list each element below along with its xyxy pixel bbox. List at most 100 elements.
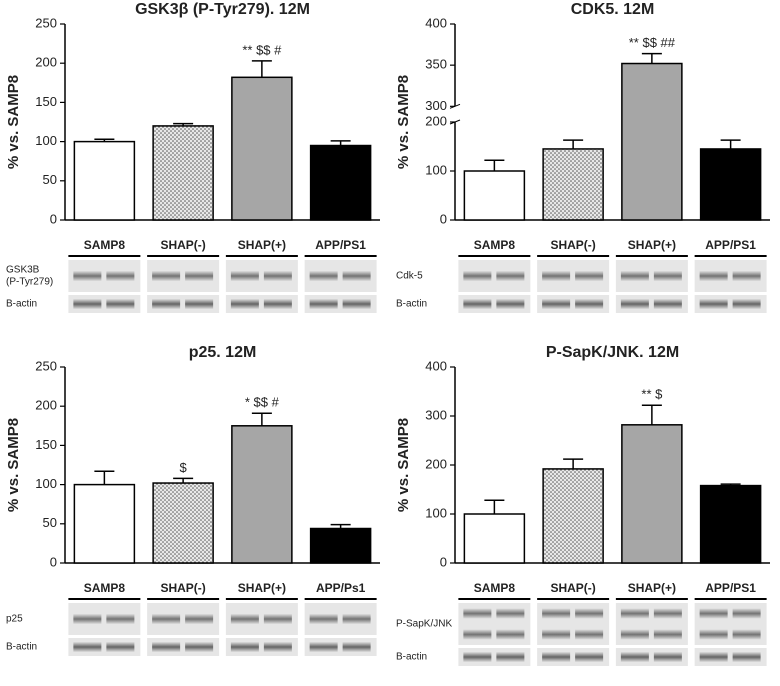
- blot-row-label: p25: [6, 614, 23, 625]
- blot-band: [342, 642, 371, 652]
- y-tick-label: 100: [35, 476, 57, 491]
- bar: [699, 148, 762, 221]
- blot-band: [542, 299, 571, 309]
- blot-band: [653, 629, 682, 640]
- bar: [542, 148, 604, 221]
- blot-band: [73, 299, 102, 309]
- blot-band: [699, 629, 728, 640]
- blot-band: [542, 652, 571, 662]
- y-axis-label: % vs. SAMP8: [5, 75, 22, 169]
- blot-group-label: SAMP8: [84, 581, 126, 595]
- blot-band: [230, 642, 259, 652]
- blot-band: [496, 652, 525, 662]
- blot-band: [699, 652, 728, 662]
- significance-label: ** $: [641, 387, 663, 402]
- bar: [152, 482, 214, 564]
- y-tick-label: 200: [35, 55, 57, 70]
- blot-band: [152, 271, 181, 281]
- blot-group-label: SHAP(+): [628, 238, 676, 252]
- bar: [621, 62, 683, 221]
- blot-band: [263, 299, 292, 309]
- bar: [463, 513, 526, 564]
- blot-band: [185, 614, 214, 624]
- blot-band: [342, 614, 371, 624]
- y-tick-label: 400: [425, 15, 447, 30]
- blot-band: [699, 271, 728, 281]
- blot-band: [263, 271, 292, 281]
- significance-label: * $$ #: [245, 395, 280, 410]
- blot-band: [309, 614, 338, 624]
- blot-band: [732, 608, 761, 619]
- blot-band: [463, 629, 492, 640]
- significance-label: $: [180, 460, 188, 475]
- blot-group-label: SHAP(+): [238, 581, 286, 595]
- blot-band: [699, 608, 728, 619]
- chart-title: GSK3β (P-Tyr279). 12M: [135, 1, 310, 18]
- blot-row-label: B-actin: [396, 652, 427, 663]
- y-tick-label: 200: [425, 456, 447, 471]
- y-tick-label: 0: [50, 554, 57, 569]
- blot-band: [152, 642, 181, 652]
- blot-band: [463, 652, 492, 662]
- blot-band: [496, 271, 525, 281]
- blot-band: [106, 271, 135, 281]
- blot-band: [575, 608, 604, 619]
- blot-group-label: SAMP8: [474, 238, 516, 252]
- y-tick-label: 250: [35, 358, 57, 373]
- y-axis-label: % vs. SAMP8: [395, 418, 412, 512]
- blot-band: [152, 614, 181, 624]
- y-axis-label: % vs. SAMP8: [395, 75, 412, 169]
- bar: [699, 484, 762, 564]
- blot-band: [620, 629, 649, 640]
- y-tick-label: 350: [425, 57, 447, 72]
- significance-label: ** $$ ##: [629, 35, 676, 50]
- blot-band: [620, 652, 649, 662]
- blot-band: [653, 299, 682, 309]
- blot-group-label: SHAP(-): [550, 581, 595, 595]
- blot-group-label: APP/PS1: [705, 581, 756, 595]
- blot-group-label: APP/PS1: [315, 238, 366, 252]
- y-tick-label: 150: [35, 437, 57, 452]
- blot-row-label: Cdk-5: [396, 271, 423, 282]
- y-axis-label: % vs. SAMP8: [5, 418, 22, 512]
- blot-group-label: SHAP(+): [238, 238, 286, 252]
- bar: [621, 424, 683, 564]
- blot-band: [230, 299, 259, 309]
- bar: [309, 527, 372, 564]
- blot-band: [732, 629, 761, 640]
- y-tick-label: 100: [425, 162, 447, 177]
- blot-group-label: SHAP(-): [160, 238, 205, 252]
- y-tick-label: 150: [35, 94, 57, 109]
- blot-band: [230, 271, 259, 281]
- blot-band: [620, 271, 649, 281]
- y-tick-label: 300: [425, 407, 447, 422]
- blot-band: [309, 271, 338, 281]
- blot-band: [73, 271, 102, 281]
- y-tick-label: 400: [425, 358, 447, 373]
- bar: [73, 140, 136, 221]
- blot-group-label: SHAP(+): [628, 581, 676, 595]
- y-tick-label: 50: [43, 172, 57, 187]
- blot-band: [106, 642, 135, 652]
- blot-band: [496, 608, 525, 619]
- blot-band: [263, 642, 292, 652]
- blot-band: [575, 652, 604, 662]
- y-tick-label: 200: [425, 113, 447, 128]
- blot-band: [106, 299, 135, 309]
- y-tick-label: 0: [50, 211, 57, 226]
- blot-band: [152, 299, 181, 309]
- blot-band: [620, 608, 649, 619]
- blot-band: [230, 614, 259, 624]
- y-tick-label: 0: [440, 554, 447, 569]
- blot-band: [542, 271, 571, 281]
- blot-band: [496, 299, 525, 309]
- chart-title: p25. 12M: [189, 344, 257, 361]
- blot-band: [732, 299, 761, 309]
- significance-label: ** $$ #: [242, 42, 282, 57]
- blot-band: [575, 299, 604, 309]
- y-tick-label: 50: [43, 515, 57, 530]
- bar: [309, 144, 372, 221]
- bar: [542, 468, 604, 564]
